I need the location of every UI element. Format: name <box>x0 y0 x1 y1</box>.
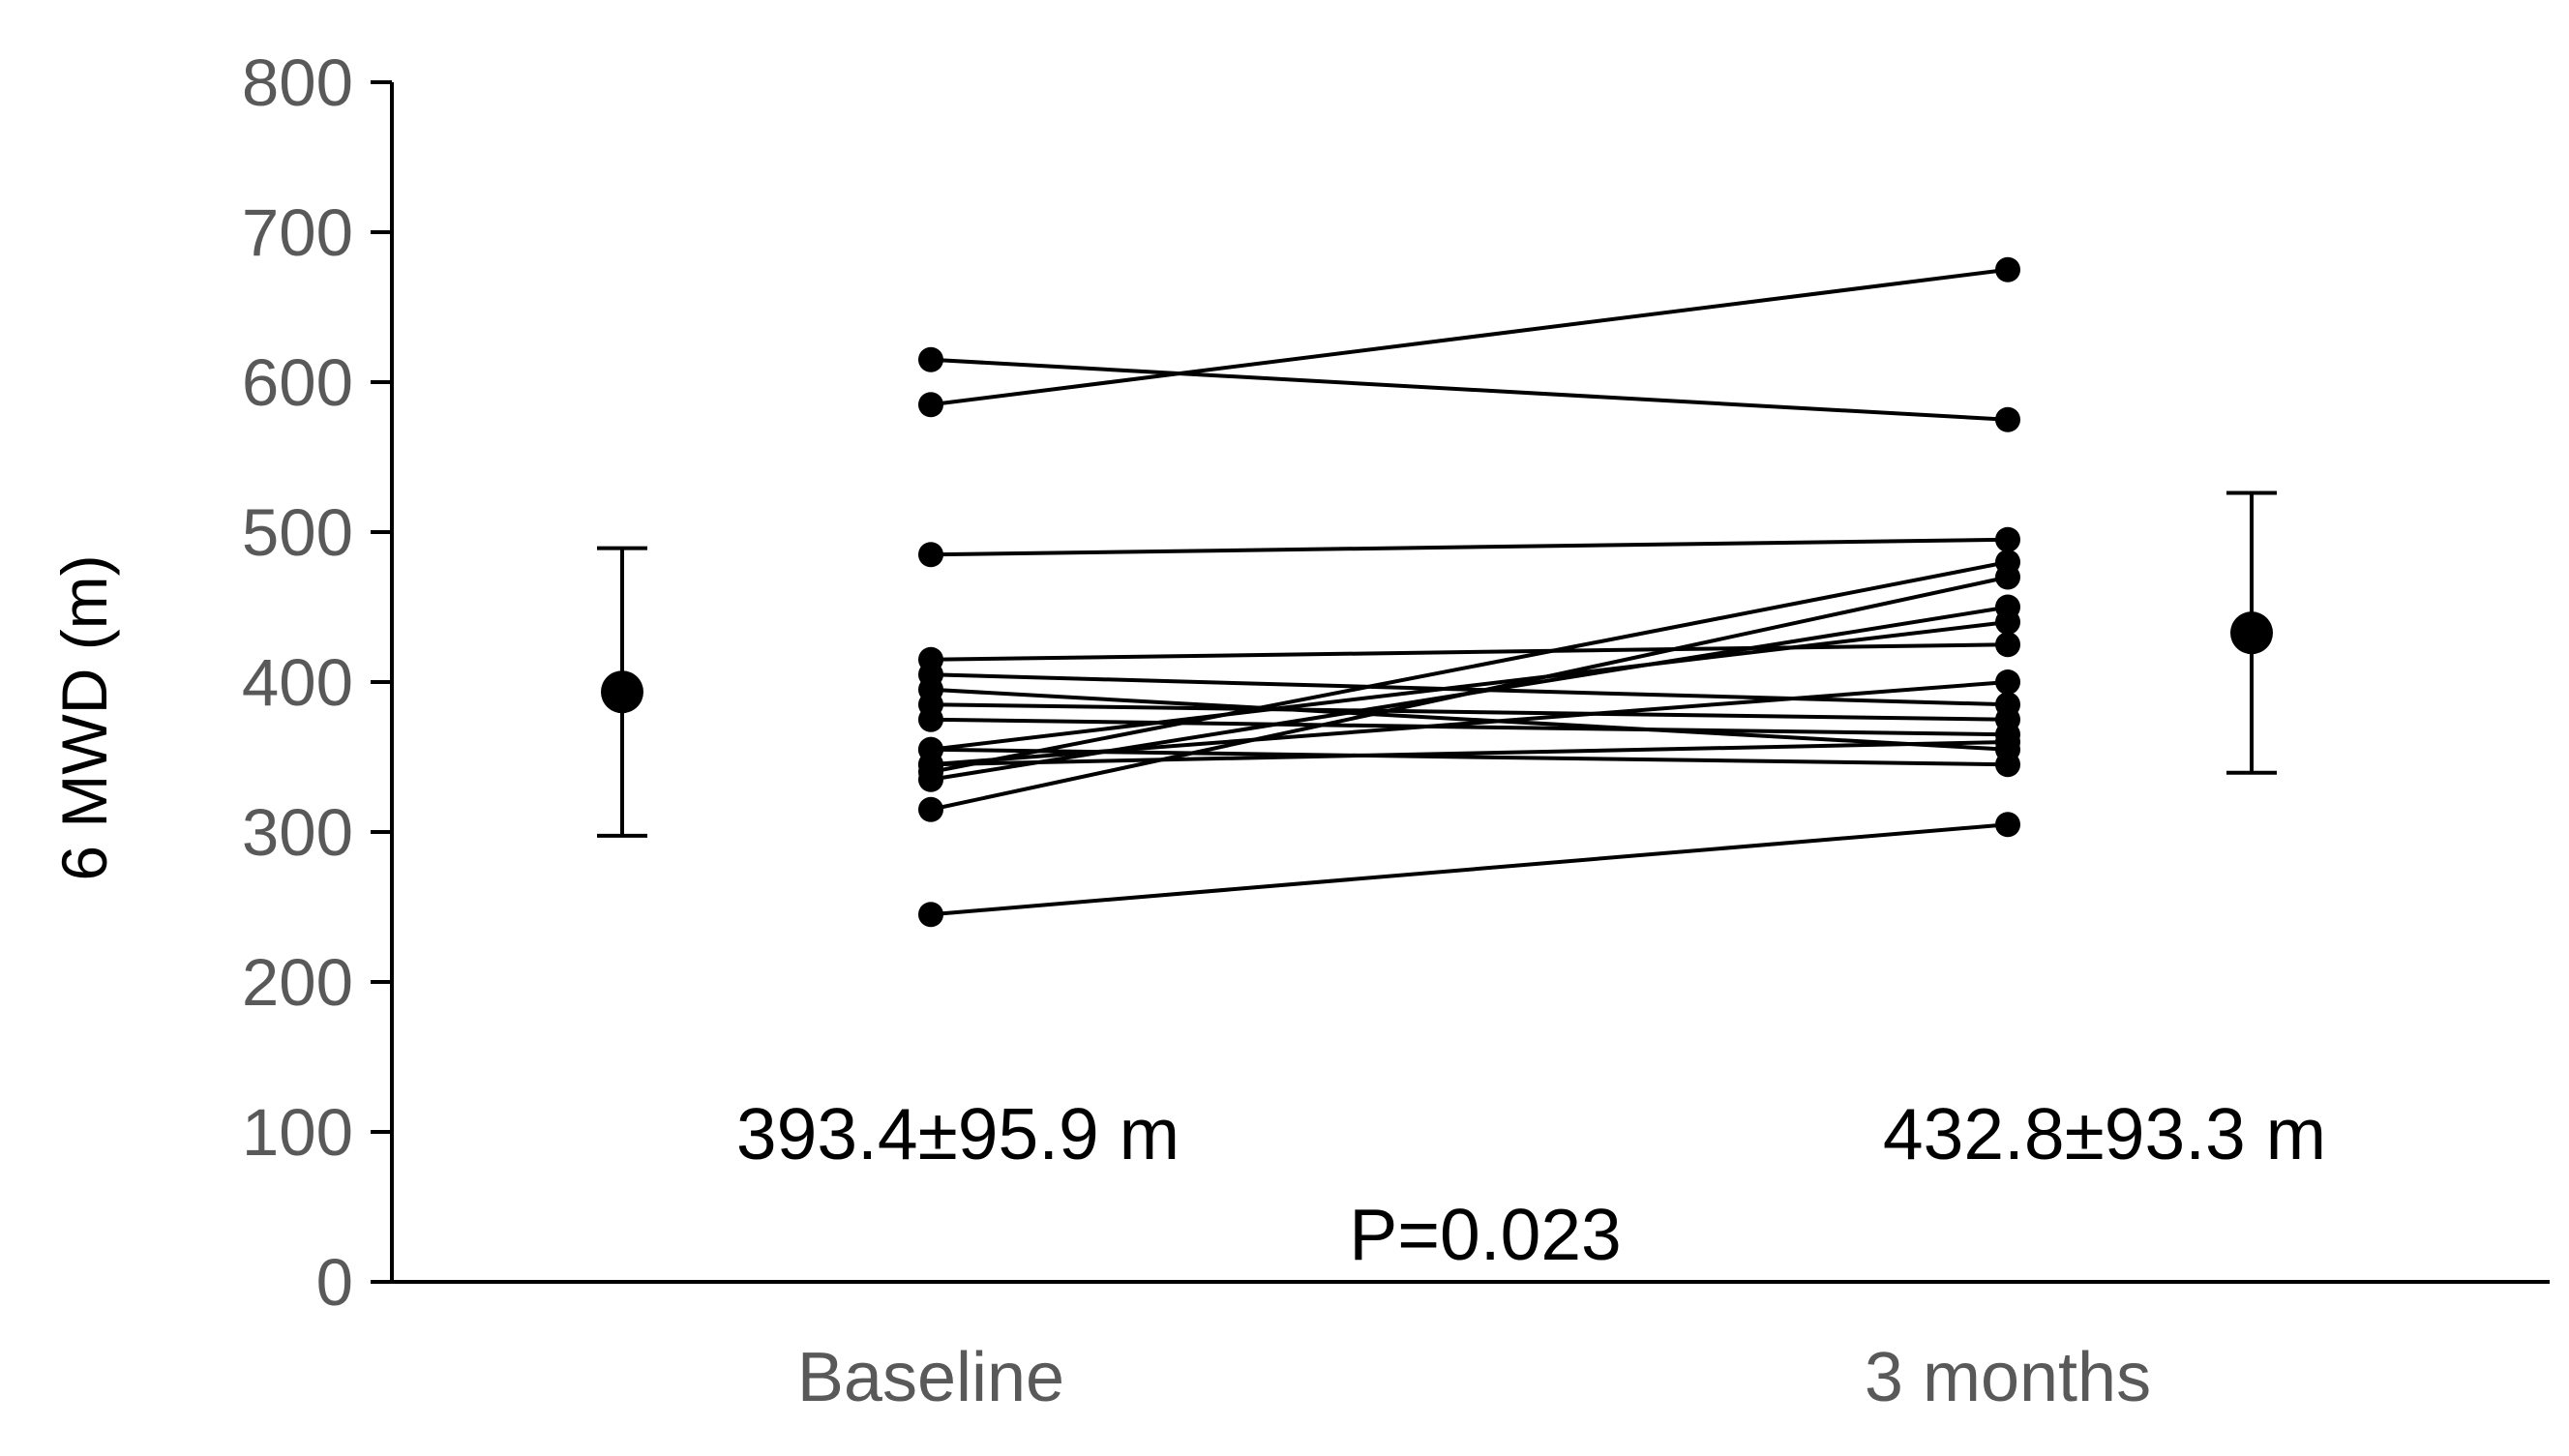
y-tick-label: 0 <box>316 1245 353 1320</box>
followup-point <box>1995 256 2020 282</box>
y-tick-label: 600 <box>242 345 353 420</box>
y-tick-label: 800 <box>242 45 353 120</box>
followup-point <box>1995 406 2020 432</box>
y-tick-label: 700 <box>242 195 353 270</box>
axes-group: 0 100 200 300 400 500 600 700 800 Baseline 3 month… <box>242 45 2550 1416</box>
baseline-point <box>918 796 943 822</box>
text-group: 6 MWD (m) 393.4±95.9 m 432.8±93.3 m P=0.… <box>48 554 2326 1275</box>
baseline-point <box>918 346 943 372</box>
paired-line <box>930 740 2009 767</box>
baseline-point <box>918 902 943 928</box>
y-tick-label: 500 <box>242 495 353 570</box>
followup-point <box>1995 564 2020 590</box>
followup-point <box>1995 526 2020 552</box>
y-tick-label: 100 <box>242 1095 353 1170</box>
paired-lines-group <box>930 267 2009 917</box>
followup-point <box>1995 594 2020 620</box>
baseline-point <box>918 542 943 568</box>
paired-line <box>930 672 2009 707</box>
mean-point <box>2230 611 2273 655</box>
paired-line <box>930 702 2009 722</box>
baseline-point <box>918 392 943 418</box>
paired-line <box>930 687 2009 752</box>
y-axis-label: 6 MWD (m) <box>48 554 120 880</box>
paired-line <box>930 822 2009 917</box>
baseline-point <box>918 706 943 732</box>
followup-point <box>1995 669 2020 695</box>
mean-point <box>601 670 643 714</box>
paired-line <box>930 267 2009 407</box>
baseline-summary-annotation: 393.4±95.9 m <box>736 1093 1180 1174</box>
paired-line <box>930 575 2009 812</box>
paired-line <box>930 560 2009 774</box>
p-value-annotation: P=0.023 <box>1349 1194 1622 1275</box>
x-category-label: 3 months <box>1865 1339 2151 1416</box>
paired-line <box>930 620 2009 752</box>
paired-line <box>930 717 2009 737</box>
followup-point <box>1995 729 2020 755</box>
paired-points-group <box>918 256 2020 928</box>
y-tick-label: 300 <box>242 795 353 870</box>
paired-line <box>930 537 2009 557</box>
baseline-point <box>918 766 943 792</box>
followup-point <box>1995 632 2020 658</box>
y-tick-label: 200 <box>242 945 353 1020</box>
followup-summary-annotation: 432.8±93.3 m <box>1883 1093 2326 1174</box>
x-category-label: Baseline <box>797 1339 1064 1416</box>
summary-group <box>597 490 2277 838</box>
followup-point <box>1995 812 2020 838</box>
y-tick-label: 400 <box>242 645 353 720</box>
paired-line <box>930 357 2009 422</box>
followup-point <box>1995 752 2020 778</box>
paired-line <box>930 642 2009 662</box>
